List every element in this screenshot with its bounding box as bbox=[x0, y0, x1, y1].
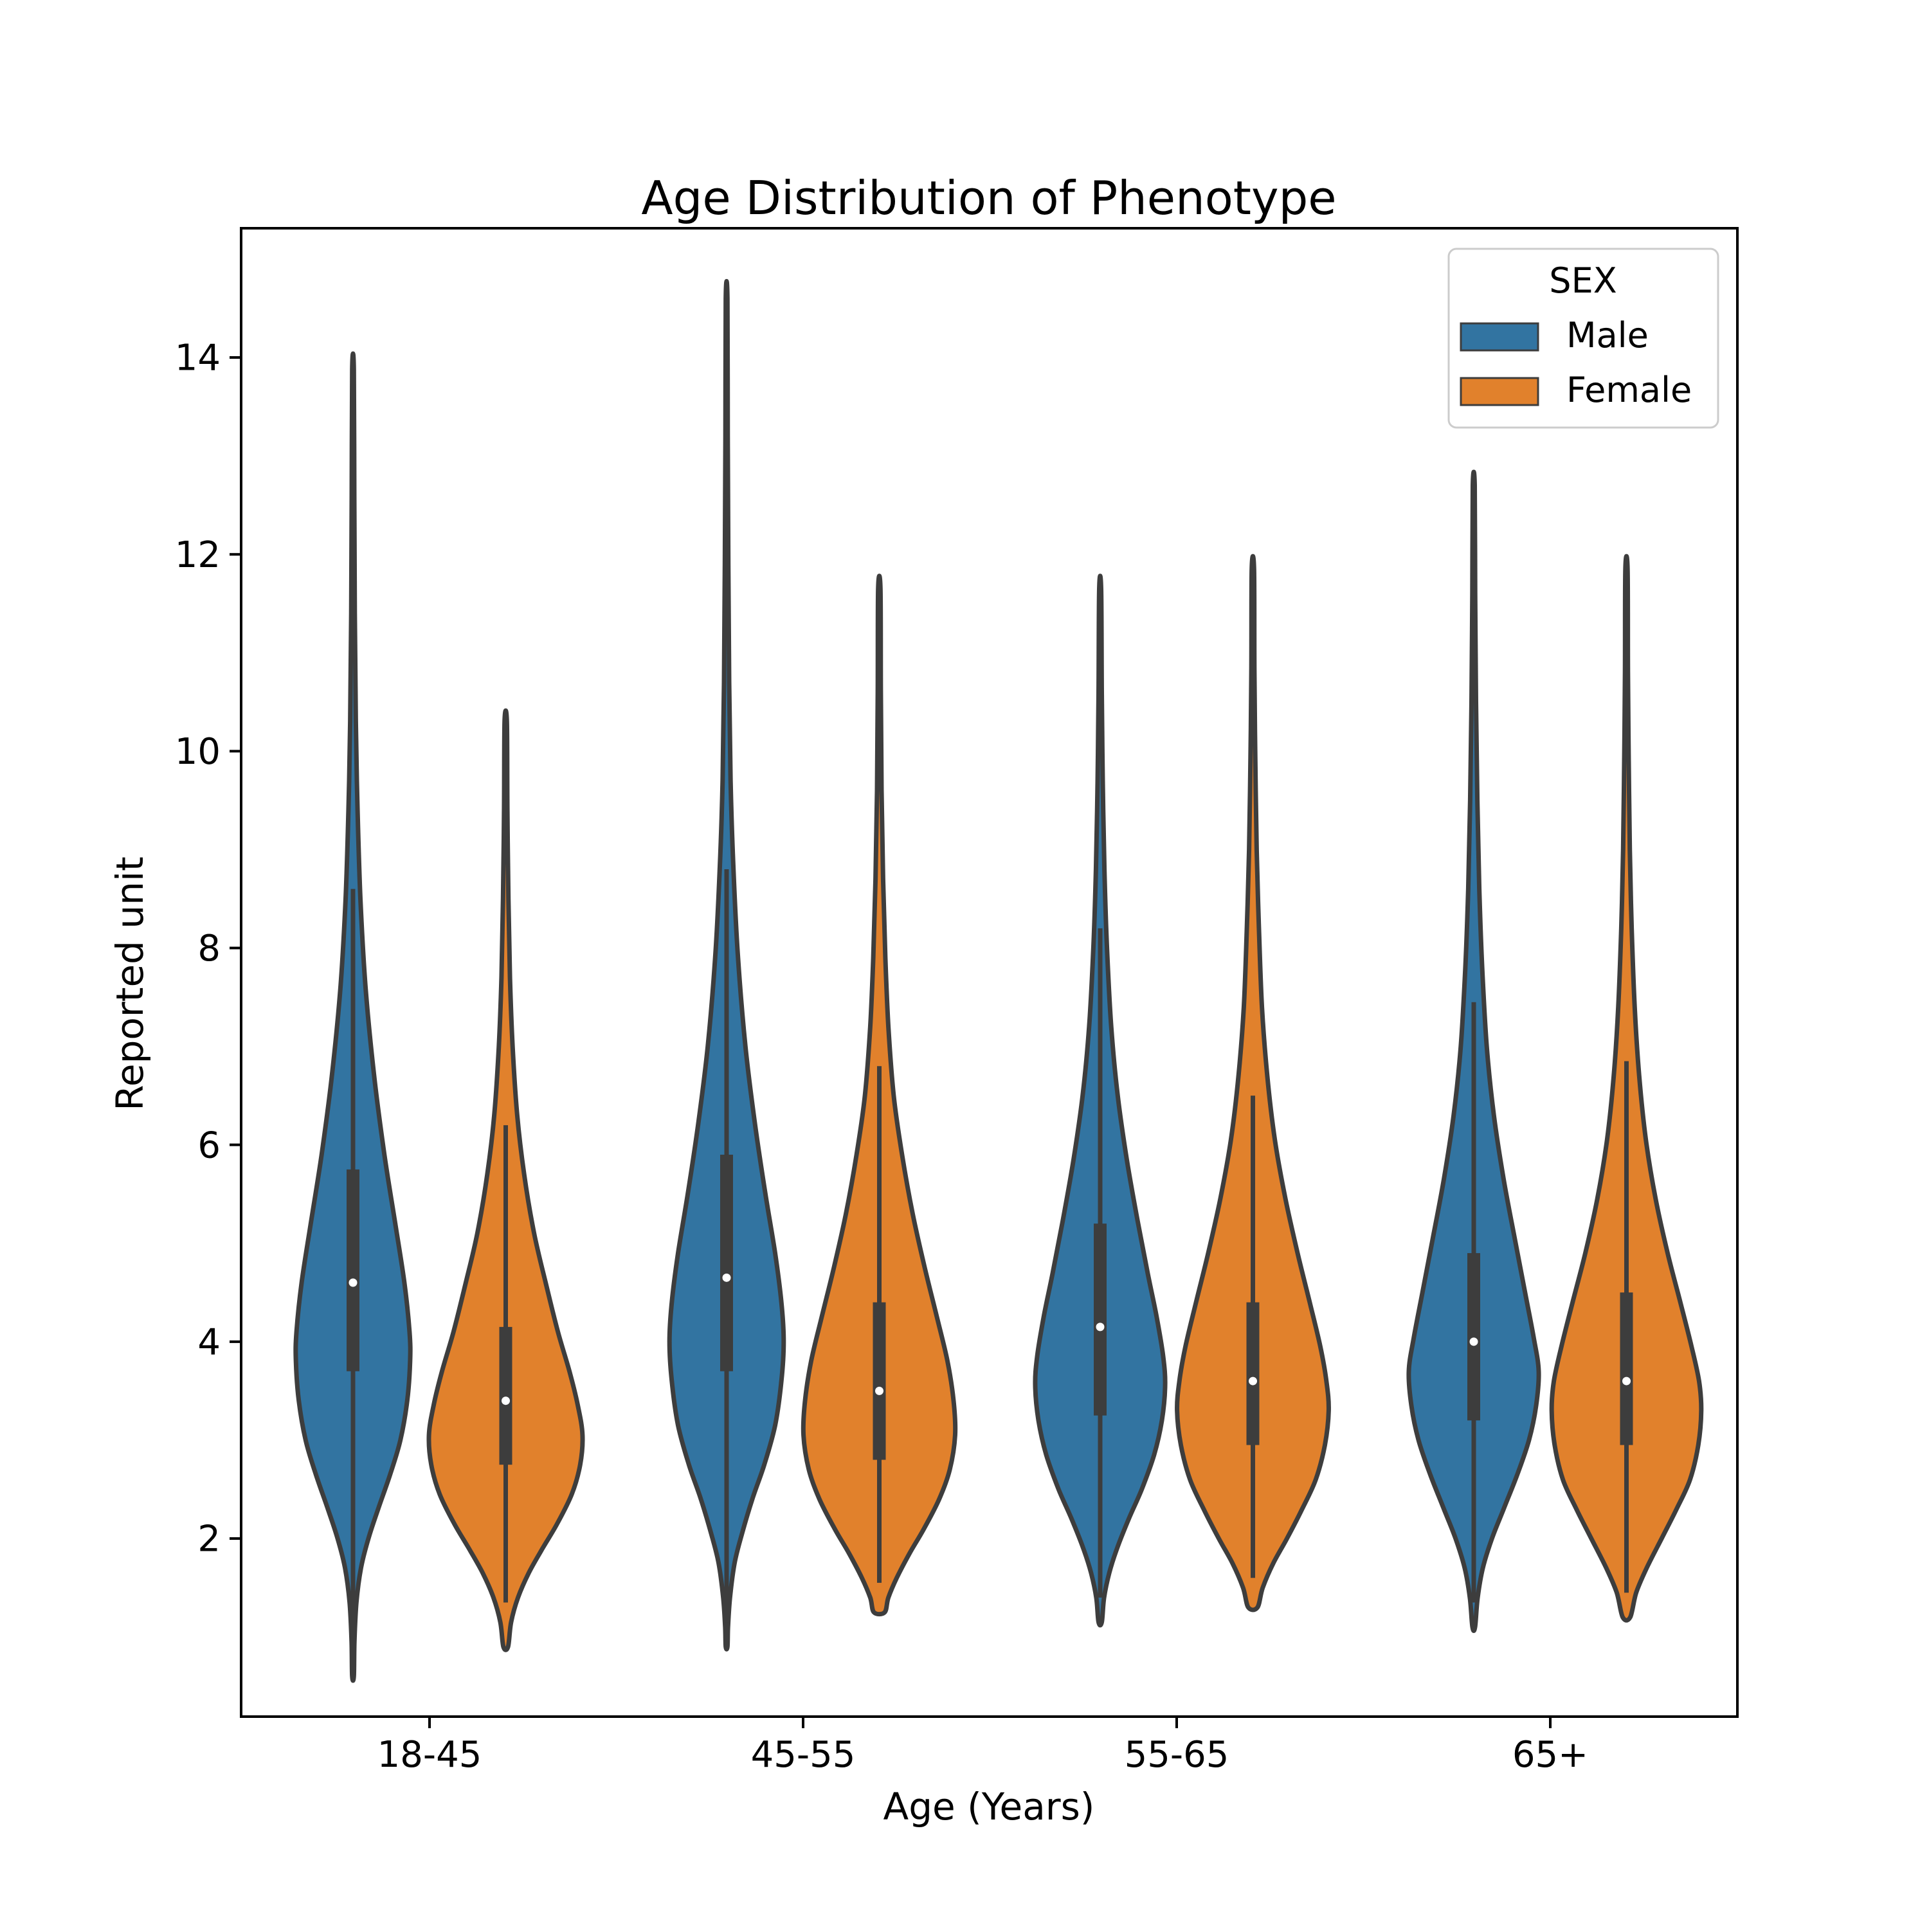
y-tick-label-4: 4 bbox=[197, 1321, 221, 1363]
legend-label-male: Male bbox=[1566, 315, 1649, 356]
violin-55-65-female bbox=[1175, 554, 1331, 1612]
y-tick-label-2: 2 bbox=[197, 1519, 221, 1560]
median-dot bbox=[349, 1278, 358, 1287]
violin-body bbox=[1175, 554, 1331, 1612]
quartile-box bbox=[1620, 1292, 1633, 1445]
x-tick-label-55-65: 55-65 bbox=[1125, 1734, 1229, 1776]
y-tick-label-14: 14 bbox=[175, 338, 221, 379]
y-axis-label: Reported unit bbox=[108, 856, 152, 1111]
quartile-box bbox=[873, 1302, 886, 1460]
median-dot bbox=[1622, 1377, 1631, 1386]
quartile-box bbox=[499, 1326, 512, 1465]
quartile-box bbox=[720, 1154, 733, 1371]
axes-spines bbox=[240, 227, 1739, 1718]
y-tick-label-8: 8 bbox=[197, 928, 221, 970]
median-dot bbox=[1249, 1377, 1257, 1386]
legend-swatch-male bbox=[1460, 322, 1539, 352]
chart-title: Age Distribution of Phenotype bbox=[641, 171, 1336, 225]
quartile-box bbox=[347, 1169, 359, 1371]
quartile-box bbox=[1467, 1253, 1480, 1421]
quartile-box bbox=[1246, 1302, 1260, 1445]
quartile-box bbox=[1094, 1223, 1107, 1416]
ticks-layer: 2 4 6 8 10 12 14 18-45 45-55 55-65 65+ bbox=[175, 338, 1588, 1776]
violin-65+-female bbox=[1549, 554, 1704, 1623]
violin-65+-male bbox=[1406, 469, 1541, 1633]
median-dot bbox=[502, 1396, 510, 1405]
violin-18-45-male bbox=[293, 351, 413, 1683]
y-tick-label-6: 6 bbox=[197, 1124, 221, 1166]
y-tick-label-10: 10 bbox=[175, 731, 221, 773]
y-tick-label-12: 12 bbox=[175, 534, 221, 576]
x-tick-label-45-55: 45-55 bbox=[751, 1734, 856, 1776]
x-axis-label: Age (Years) bbox=[883, 1785, 1095, 1828]
violin-55-65-male bbox=[1033, 573, 1168, 1628]
legend-swatch-female bbox=[1460, 377, 1539, 406]
median-dot bbox=[722, 1273, 731, 1282]
median-dot bbox=[875, 1386, 883, 1395]
violins-layer bbox=[293, 279, 1704, 1683]
x-tick-label-18-45: 18-45 bbox=[377, 1734, 482, 1776]
legend: SEX Male Female bbox=[1447, 248, 1719, 429]
median-dot bbox=[1469, 1337, 1478, 1346]
violin-45-55-male bbox=[667, 279, 786, 1652]
x-tick-label-65+: 65+ bbox=[1512, 1734, 1588, 1776]
violin-45-55-female bbox=[801, 573, 958, 1617]
legend-label-female: Female bbox=[1566, 370, 1692, 410]
median-dot bbox=[1096, 1323, 1105, 1332]
violin-18-45-female bbox=[426, 708, 585, 1652]
legend-title: SEX bbox=[1549, 260, 1617, 301]
